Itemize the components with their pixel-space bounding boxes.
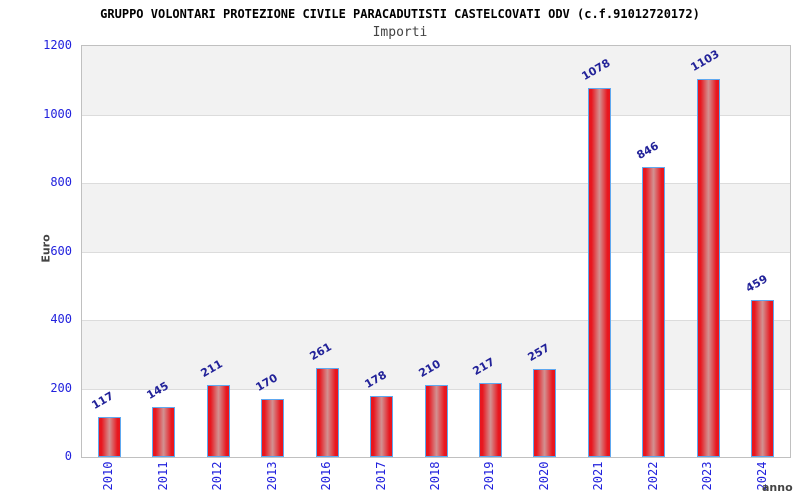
bar-2016 [315, 367, 339, 457]
x-tick-label: 2020 [536, 461, 551, 491]
bar-2011 [152, 407, 176, 457]
bar-2019 [478, 382, 502, 457]
grid-band [82, 46, 790, 115]
bar-2023 [696, 79, 720, 457]
y-tick-label: 0 [64, 449, 72, 463]
x-tick-label: 2018 [428, 461, 442, 491]
y-tick-label: 400 [50, 312, 72, 326]
x-tick-label: 2012 [210, 461, 225, 491]
grid-band [82, 251, 790, 320]
x-tick-label: 2010 [101, 461, 116, 491]
bar-2013 [261, 398, 285, 457]
grid-band [82, 320, 790, 389]
y-tick-label: 1000 [43, 106, 72, 121]
bar-2012 [206, 384, 230, 457]
bar-2020 [533, 368, 557, 457]
plot-area: 117 145 211 170 261 178 210 217 257 1078 846 1103 45… [81, 45, 791, 458]
y-tick-label: 600 [50, 243, 72, 258]
x-tick-label: 2021 [591, 461, 606, 491]
x-tick-label: 2016 [319, 461, 334, 491]
bar-2022 [642, 167, 666, 457]
chart-title: GRUPPO VOLONTARI PROTEZIONE CIVILE PARAC… [100, 7, 700, 21]
bar-2010 [97, 416, 121, 457]
y-tick-label: 800 [50, 175, 72, 189]
grid-band [82, 114, 790, 183]
y-tick-label: 1200 [43, 38, 72, 52]
bar-2021 [587, 87, 611, 457]
bar-2018 [424, 385, 448, 457]
grid-band [82, 183, 790, 252]
x-tick-label: 2013 [264, 461, 279, 491]
chart-subtitle: Importi [372, 25, 428, 40]
x-tick-label: 2023 [700, 461, 715, 491]
bar-2024 [751, 299, 775, 457]
x-tick-label: 2017 [373, 461, 388, 491]
x-tick-label: 2022 [645, 461, 660, 491]
x-tick-label: 2011 [155, 461, 170, 491]
bar-2017 [370, 396, 394, 457]
x-tick-label: 2019 [482, 461, 497, 491]
y-tick-label: 200 [50, 380, 72, 395]
x-axis-title: anno [762, 481, 793, 494]
